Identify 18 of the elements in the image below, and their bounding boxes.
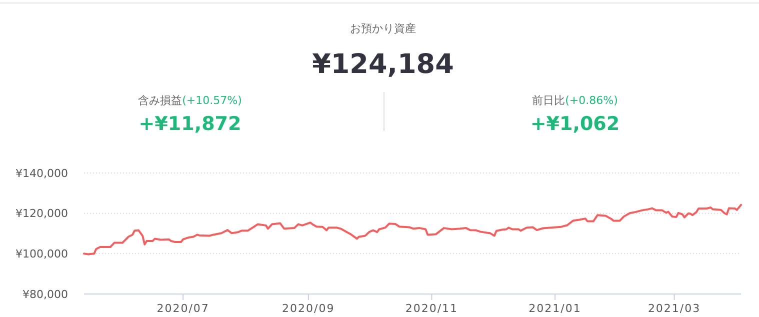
y-tick-label: ¥100,000	[16, 248, 68, 261]
line-series	[83, 204, 742, 256]
y-tick-label: ¥120,000	[16, 207, 68, 220]
x-tick-label: 2020/09	[282, 302, 335, 315]
chart-title: お預かり資産	[350, 22, 416, 35]
y-tick-label: ¥80,000	[22, 288, 68, 301]
text: 含み損益	[138, 94, 182, 107]
x-tick-label: 2020/11	[405, 302, 458, 315]
text: (+0.86%)	[565, 94, 618, 107]
text: 前日比	[532, 94, 566, 107]
x-tick-label: 2021/01	[528, 302, 582, 315]
y-tick-label: ¥140,000	[16, 166, 68, 180]
text: +¥1,062	[530, 113, 620, 135]
x-tick-label: 2020/07	[156, 302, 210, 315]
x-tick-label: 2021/03	[648, 302, 701, 315]
chart-subtitle: ¥124,184	[312, 49, 454, 80]
text: +¥11,872	[138, 113, 242, 135]
text: (+10.57%)	[182, 94, 242, 107]
